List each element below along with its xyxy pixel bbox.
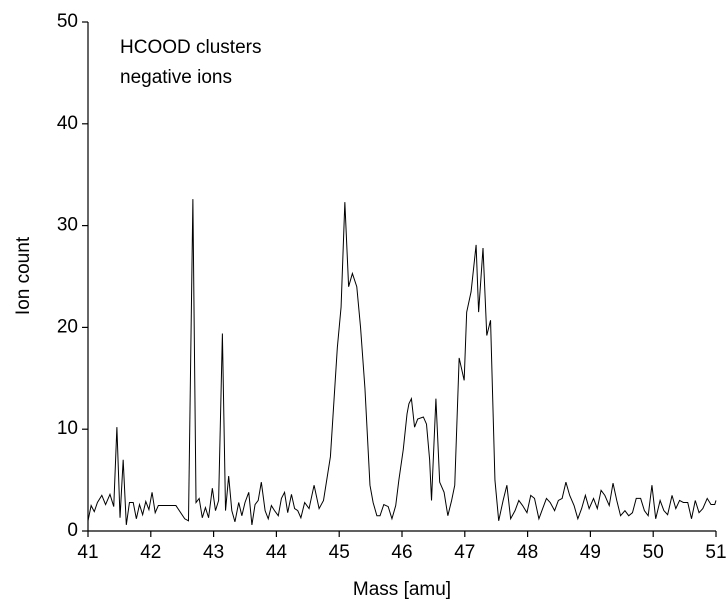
annotation: HCOOD clusters — [120, 37, 261, 58]
x-tick-label: 51 — [705, 542, 726, 563]
x-tick-label: 47 — [454, 542, 475, 563]
y-tick-label: 50 — [57, 11, 78, 32]
y-tick-label: 10 — [57, 418, 78, 439]
x-tick-label: 42 — [140, 542, 161, 563]
x-tick-label: 44 — [266, 542, 288, 563]
y-tick-label: 20 — [57, 316, 78, 337]
x-axis-label: Mass [amu] — [353, 579, 451, 600]
annotation: negative ions — [120, 67, 232, 88]
y-tick-label: 40 — [57, 113, 78, 134]
x-tick-label: 41 — [77, 542, 98, 563]
y-tick-label: 30 — [57, 215, 78, 236]
x-tick-label: 49 — [580, 542, 601, 563]
x-tick-label: 46 — [391, 542, 412, 563]
x-tick-label: 45 — [329, 542, 350, 563]
data-line — [87, 199, 717, 525]
x-tick-label: 43 — [203, 542, 224, 563]
x-tick-label: 50 — [643, 542, 664, 563]
x-tick-label: 48 — [517, 542, 538, 563]
y-tick-label: 0 — [67, 520, 78, 541]
y-axis-label: Ion count — [13, 236, 34, 315]
